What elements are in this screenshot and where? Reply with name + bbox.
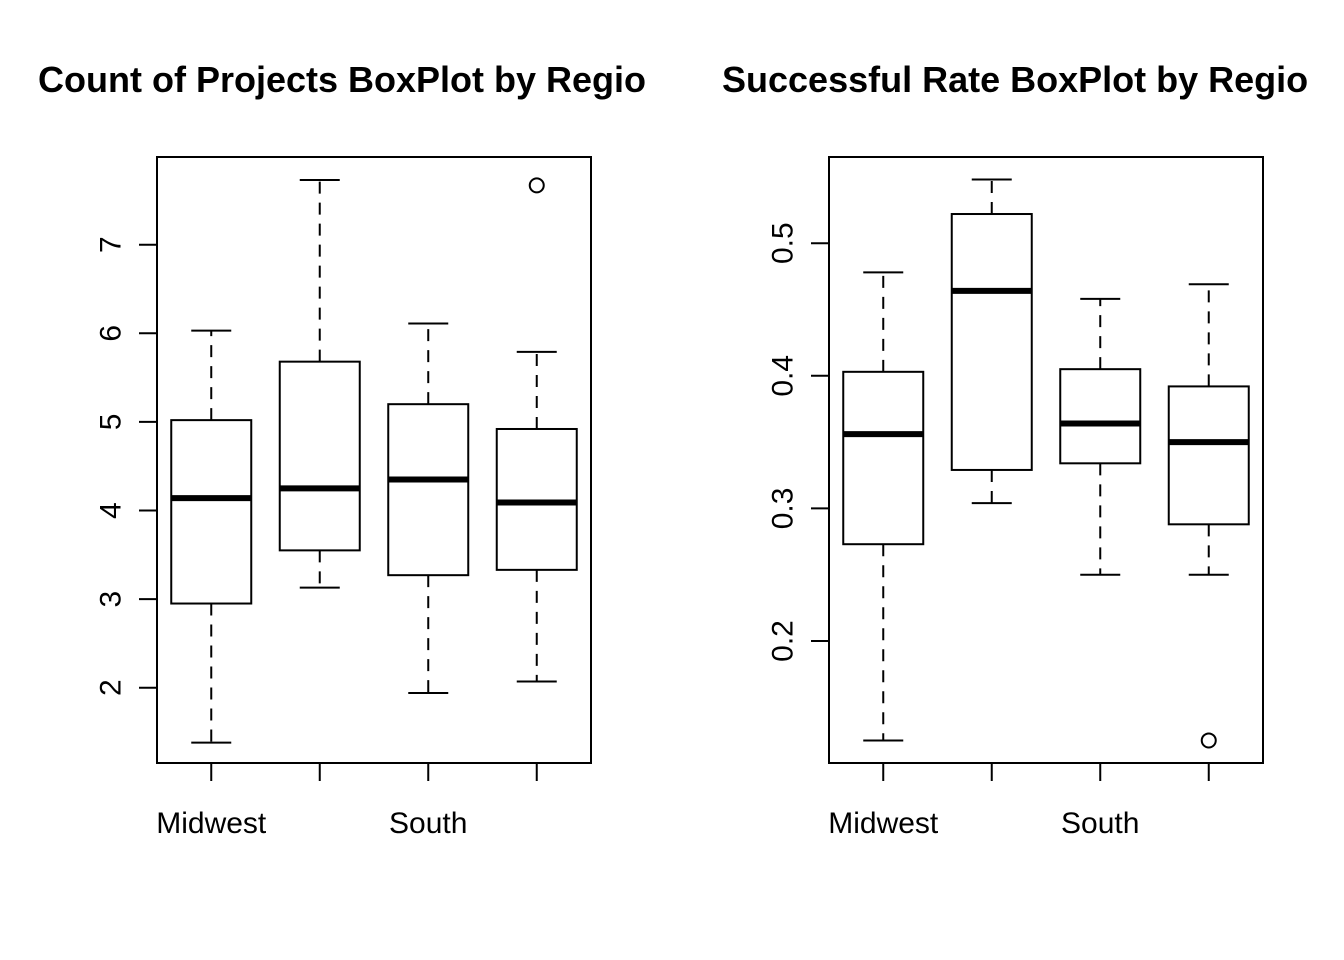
box-iqr bbox=[1167, 385, 1250, 526]
count-of-projects-panel: Count of Projects BoxPlot by Regio 2 3 4 5 6… bbox=[38, 59, 646, 840]
box-1 bbox=[170, 329, 253, 744]
y-tick-label: 4 bbox=[95, 502, 128, 519]
box-iqr bbox=[387, 403, 470, 577]
x-tick-label: South bbox=[1061, 807, 1139, 840]
box-4 bbox=[1167, 283, 1250, 749]
y-tick-label: 2 bbox=[95, 679, 128, 696]
box-3 bbox=[1059, 297, 1142, 576]
plot-frame bbox=[156, 156, 592, 764]
y-tick-label: 0.4 bbox=[767, 355, 800, 397]
box-2 bbox=[950, 178, 1033, 505]
outlier-point bbox=[528, 177, 545, 194]
box-iqr bbox=[170, 419, 253, 605]
box-2 bbox=[278, 179, 361, 589]
box-iqr bbox=[842, 370, 925, 546]
x-tick-label: Midwest bbox=[156, 807, 267, 840]
plot-frame bbox=[828, 156, 1264, 764]
y-tick-label: 5 bbox=[95, 414, 128, 431]
box-iqr bbox=[278, 360, 361, 552]
successful-rate-panel: Successful Rate BoxPlot by Regio 0.2 0.3 0… bbox=[722, 59, 1308, 840]
box-3 bbox=[387, 322, 470, 695]
box-1 bbox=[842, 271, 925, 742]
x-tick-label: South bbox=[389, 807, 467, 840]
box-iqr bbox=[950, 213, 1033, 471]
chart-title: Successful Rate BoxPlot by Regio bbox=[722, 59, 1308, 100]
y-tick-label: 7 bbox=[95, 236, 128, 253]
outlier-point bbox=[1200, 732, 1217, 749]
box-iqr bbox=[1059, 368, 1142, 465]
y-tick-label: 0.2 bbox=[767, 620, 800, 662]
chart-title: Count of Projects BoxPlot by Regio bbox=[38, 59, 646, 100]
box-4 bbox=[495, 177, 578, 683]
x-tick-label: Midwest bbox=[828, 807, 939, 840]
box-iqr bbox=[495, 427, 578, 571]
y-tick-label: 0.5 bbox=[767, 222, 800, 264]
y-tick-label: 6 bbox=[95, 325, 128, 342]
y-tick-label: 0.3 bbox=[767, 488, 800, 530]
y-tick-label: 3 bbox=[95, 591, 128, 608]
